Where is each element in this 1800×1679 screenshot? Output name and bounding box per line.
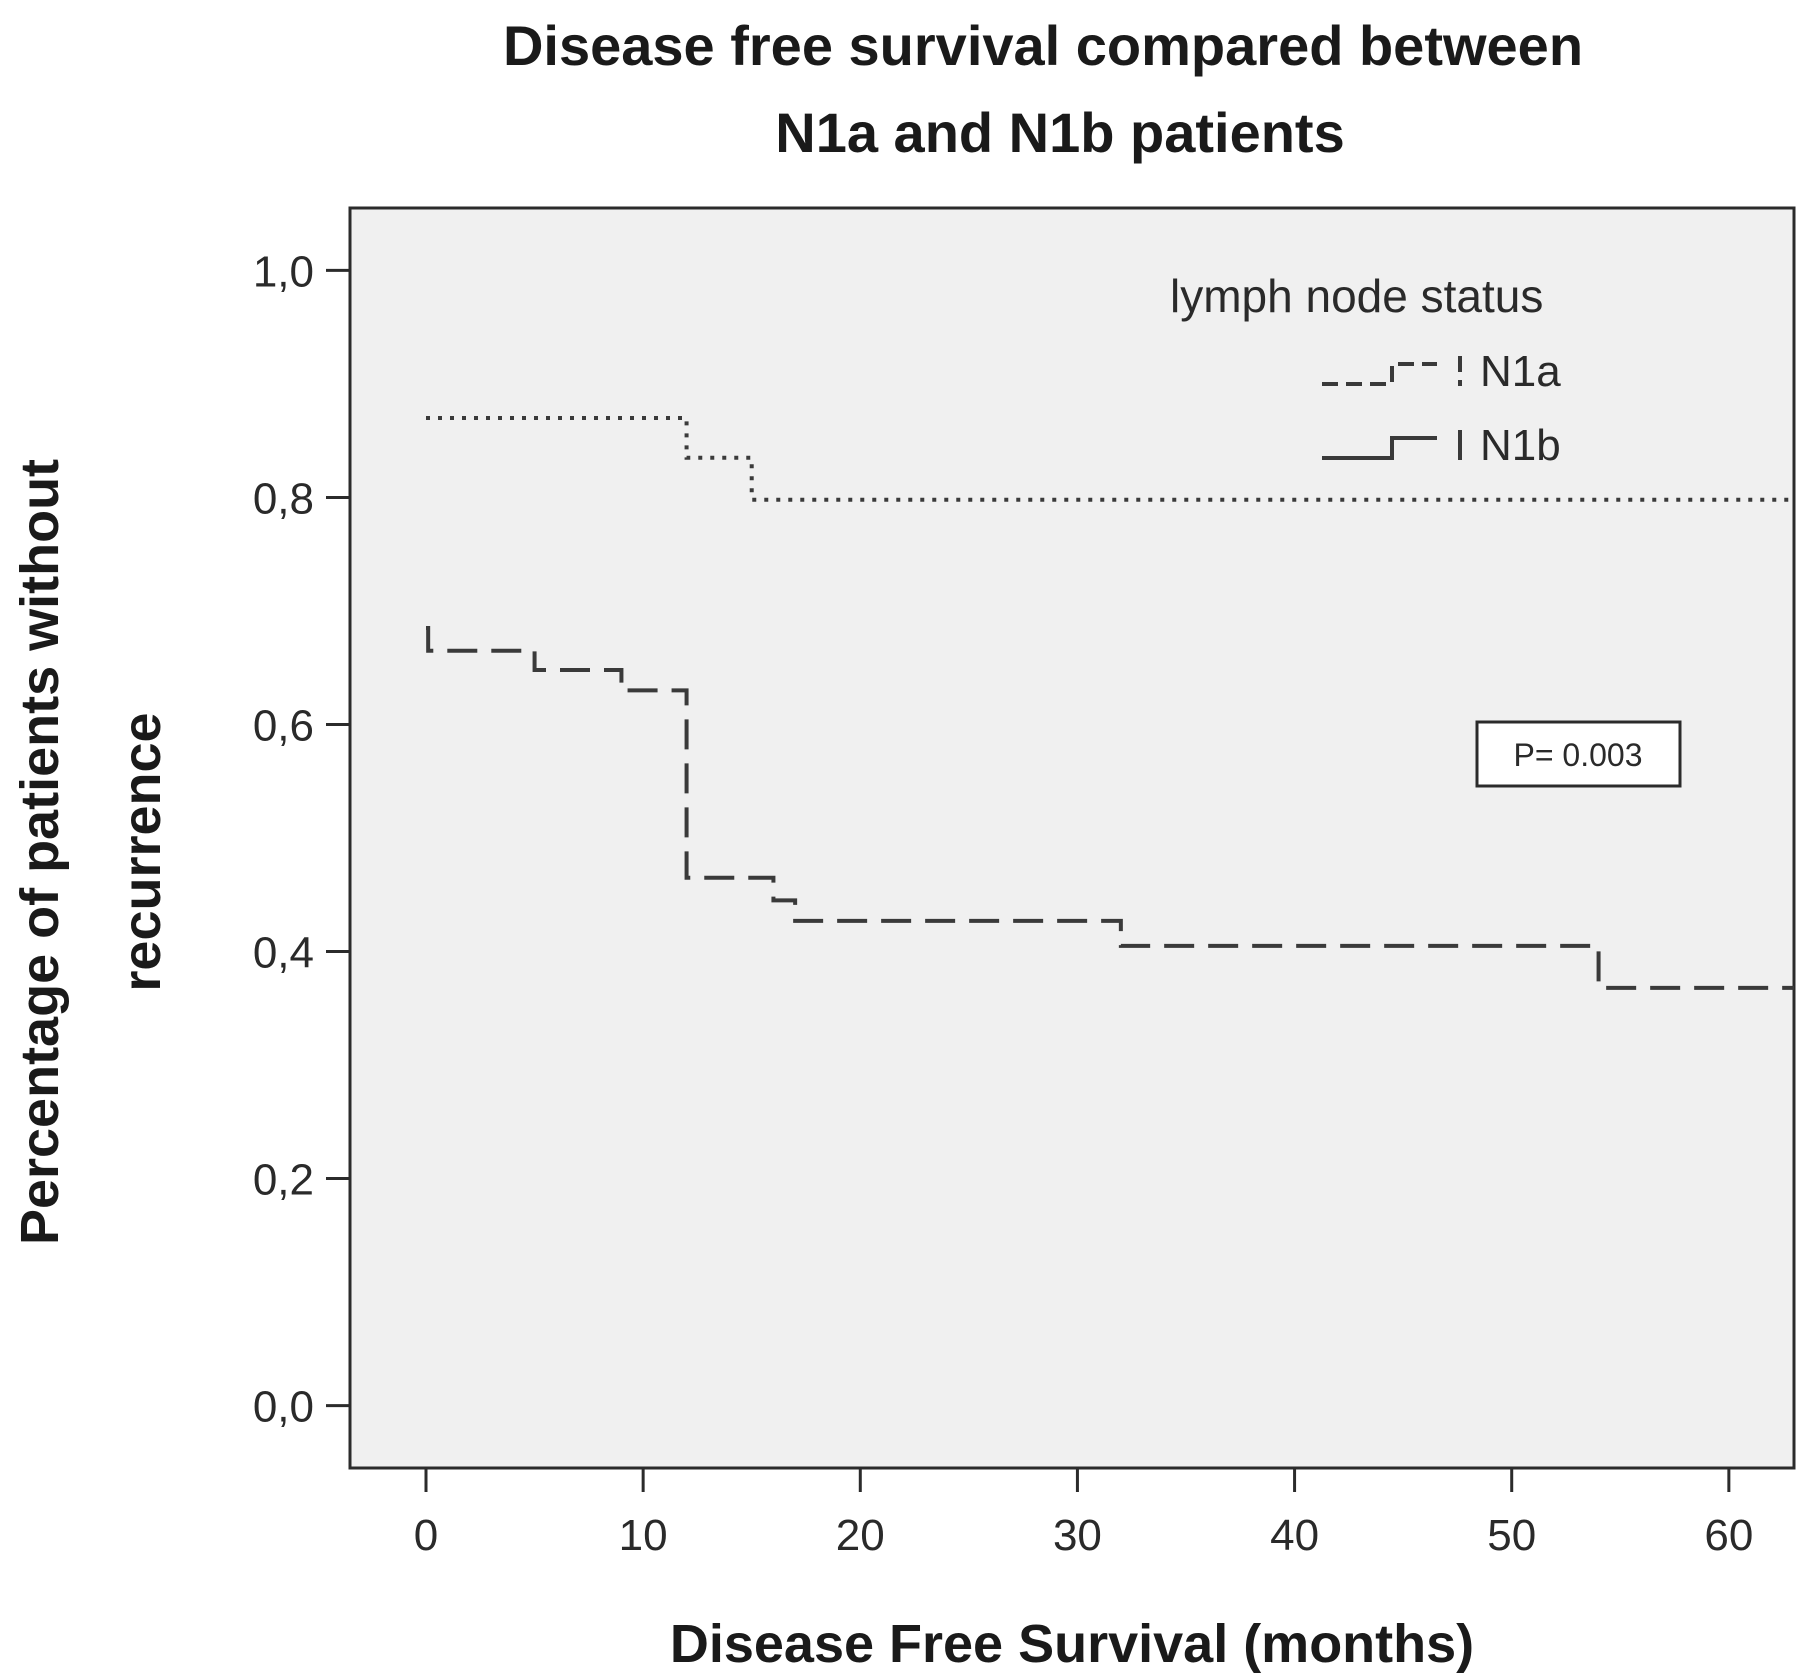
y-tick-label: 0,8 (253, 474, 314, 523)
legend-swatch-n1a (1322, 356, 1462, 386)
plot-area (348, 206, 1796, 1470)
legend-label: N1a (1480, 347, 1561, 396)
series-line-n1b (426, 626, 1794, 990)
y-axis-title-line-2: recurrence (112, 712, 172, 991)
legend-item-n1a: N1a (1322, 347, 1561, 396)
y-tick-label: 0,6 (253, 701, 314, 750)
x-axis-title: Disease Free Survival (months) (670, 1614, 1474, 1674)
x-tick-label: 30 (1053, 1511, 1102, 1560)
x-tick-label: 60 (1704, 1511, 1753, 1560)
y-axis-title-line-1: Percentage of patients without (10, 459, 70, 1245)
legend-item-n1b: N1b (1322, 421, 1561, 470)
y-axis-ticks: 0,0 0,2 0,4 0,6 0,8 1,0 (253, 247, 350, 1432)
legend-title: lymph node status (1170, 270, 1543, 322)
legend-swatch-n1b (1322, 430, 1462, 460)
x-tick-label: 0 (414, 1511, 438, 1560)
p-value-annotation: P= 0.003 (1475, 720, 1682, 788)
y-tick-label: 0,2 (253, 1156, 314, 1205)
chart-title-line-2: N1a and N1b patients (775, 101, 1344, 164)
p-value-box (1475, 720, 1682, 788)
x-tick-label: 20 (836, 1511, 885, 1560)
p-value-text: P= 0.003 (1514, 737, 1643, 773)
x-tick-label: 50 (1487, 1511, 1536, 1560)
legend-items: N1a N1b (1322, 347, 1561, 470)
x-tick-label: 40 (1270, 1511, 1319, 1560)
series-line-n1a (426, 416, 1794, 502)
y-tick-label: 0,4 (253, 929, 314, 978)
x-axis-ticks: 0 10 20 30 40 50 60 (414, 1468, 1753, 1560)
series-layer (426, 416, 1794, 990)
legend-label: N1b (1480, 421, 1561, 470)
legend: lymph node status N1a N1b (1170, 270, 1561, 470)
y-tick-label: 0,0 (253, 1383, 314, 1432)
x-tick-label: 10 (619, 1511, 668, 1560)
chart-title-line-1: Disease free survival compared between (503, 14, 1583, 77)
y-tick-label: 1,0 (253, 247, 314, 296)
